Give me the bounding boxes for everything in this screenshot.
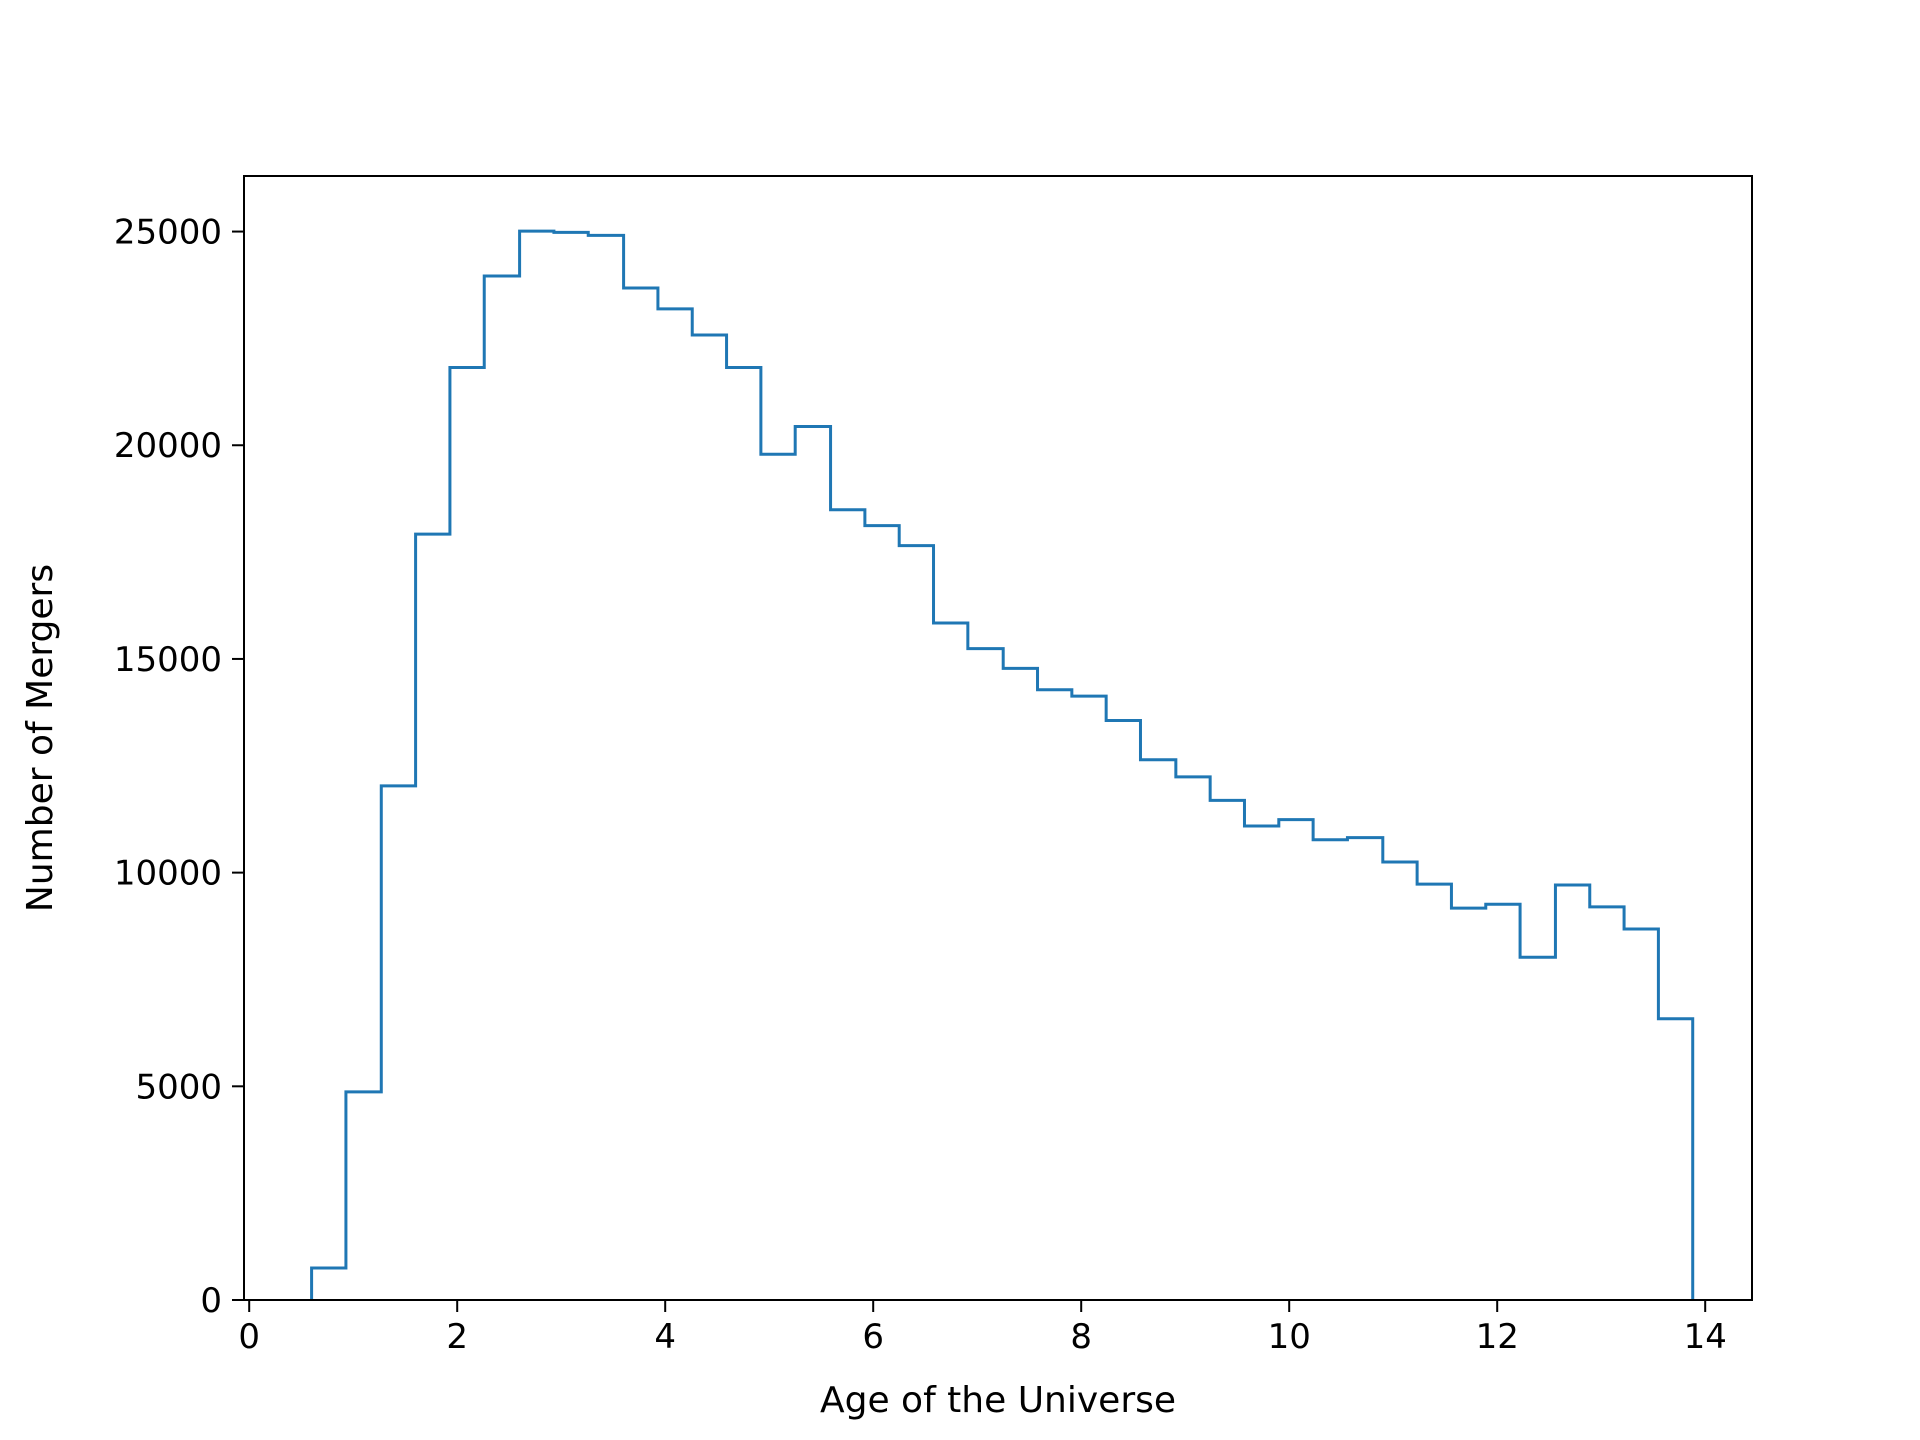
y-tick-label: 15000 xyxy=(114,640,222,680)
x-tick-label: 4 xyxy=(654,1317,676,1357)
plot-area xyxy=(310,229,1695,1300)
y-axis: 0 5000 10000 15000 20000 25000 xyxy=(114,213,244,1321)
y-tick-label: 10000 xyxy=(114,854,222,894)
y-tick-label: 5000 xyxy=(135,1067,222,1107)
x-tick-label: 8 xyxy=(1070,1317,1092,1357)
y-tick-label: 20000 xyxy=(114,426,222,466)
y-tick-label: 0 xyxy=(200,1281,222,1321)
y-axis-label: Number of Mergers xyxy=(20,564,61,912)
x-axis: 0 2 4 6 8 10 12 14 xyxy=(238,1300,1727,1357)
x-tick-label: 12 xyxy=(1476,1317,1519,1357)
histogram-step-line xyxy=(310,229,1695,1300)
x-tick-label: 2 xyxy=(446,1317,468,1357)
x-axis-label: Age of the Universe xyxy=(820,1380,1176,1421)
axes-frame xyxy=(243,175,1753,1301)
x-tick-label: 10 xyxy=(1268,1317,1311,1357)
y-tick-label: 25000 xyxy=(114,213,222,253)
x-tick-label: 14 xyxy=(1684,1317,1727,1357)
x-tick-label: 6 xyxy=(862,1317,884,1357)
x-tick-label: 0 xyxy=(238,1317,260,1357)
